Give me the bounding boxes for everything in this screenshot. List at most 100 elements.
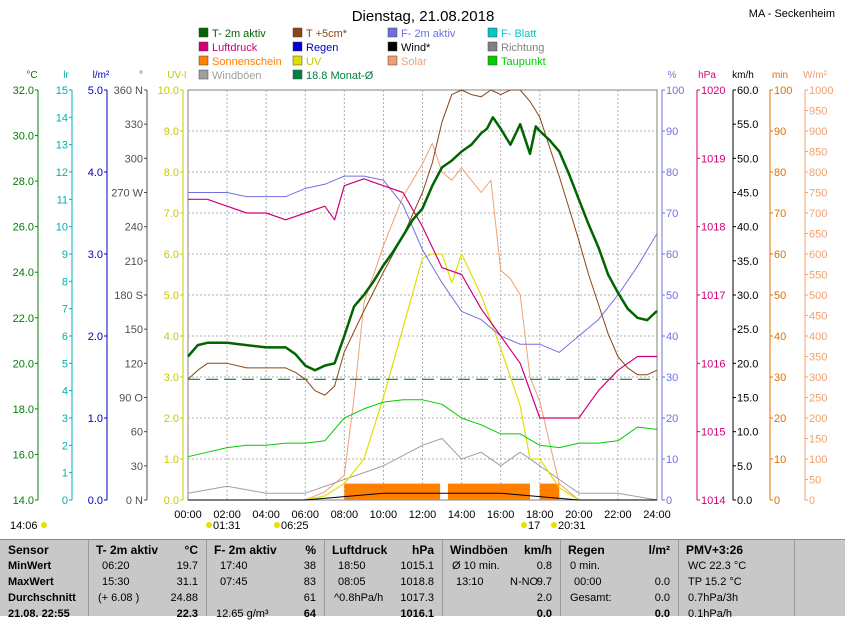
right-axis-unit: % [668,70,677,81]
x-tick-label: 06:00 [291,509,319,521]
left-axis-unit: ° [139,70,143,81]
rain-current-value: 0.0 [654,608,670,620]
x-tick-label: 24:00 [643,509,671,521]
legend: T- 2m aktiv T +5cm* F- 2m aktiv F- Blatt Luf… [198,27,546,82]
left-axis-tick-label: 5.0 [88,85,103,97]
x-tick-label: 12:00 [409,509,437,521]
right-axis-tick-label: 500 [809,290,827,302]
humid-max-time: 07:45 [220,576,248,588]
x-tick-label: 16:00 [487,509,515,521]
wind-max-value: 9.7 [536,576,552,588]
series-line-windb-en [187,438,658,501]
right-axis-tick-label: 1016 [701,358,725,370]
sun-event-icon [274,522,280,528]
stats-pmv: PMV+3:26 WC 22.3 °C TP 15.2 °C 0.7hPa/3h… [678,540,795,620]
left-axis-tick-label: 240 [125,222,143,234]
left-axis-tick-label: 90 O [119,393,143,405]
series-line-t-2m-aktiv [187,116,658,372]
right-axis-tick-label: 30.0 [737,290,758,302]
sun-event-icon [551,522,557,528]
legend-entry: 18.8 Monat-Ø [306,70,374,82]
left-axis-tick-label: 8.0 [164,167,179,179]
series-line-f-2m-aktiv [188,175,658,353]
right-axis-tick-label: 30 [774,372,786,384]
right-axis-tick-label: 20 [666,413,678,425]
right-axis-tick-label: 650 [809,229,827,241]
series-line-taupunkt [187,399,658,458]
wind-mean-value: 2.0 [536,592,552,604]
legend-swatch [198,27,209,38]
right-axis-tick-label: 90 [774,126,786,138]
legend-entry: F- 2m aktiv [401,28,456,40]
right-axis-tick-label: 55.0 [737,119,758,131]
right-axis-tick-label: 45.0 [737,188,758,200]
left-axis-tick-label: 2.0 [88,331,103,343]
left-axis-tick-label: 8 [62,276,68,288]
left-axis-tick-label: 5.0 [164,290,179,302]
right-axis-tick-label: 1020 [701,85,725,97]
right-axis-unit: min [772,70,788,81]
sensor-header: Sensor [8,543,49,557]
right-axis-tick-label: 750 [809,188,827,200]
right-axis-tick-label: 1019 [701,153,725,165]
humid-max-value: 83 [303,576,316,588]
left-axis-tick-label: 7 [62,304,68,316]
left-axis-tick-label: 270 W [111,188,143,200]
left-axis-tick-label: 120 [125,358,143,370]
right-axis-tick-label: 20 [774,413,786,425]
right-axis-tick-label: 50 [774,290,786,302]
rain-total-label: Gesamt: [570,592,612,604]
right-axis-tick-label: 90 [666,126,678,138]
sun-event-icon [206,522,212,528]
durchschnitt-label: Durchschnitt [8,592,76,604]
right-axis-tick-label: 350 [809,352,827,364]
sun-event-label: 06:25 [281,520,309,532]
legend-swatch [487,55,498,66]
left-axis-tick-label: 330 [125,119,143,131]
right-axis-tick-label: 25.0 [737,324,758,336]
left-axis-tick-label: 3 [62,413,68,425]
x-tick-label: 18:00 [526,509,554,521]
station-name: MA - Seckenheim [749,8,835,20]
press-min-time: 18:50 [338,560,366,572]
right-axis-tick-label: 10 [666,454,678,466]
left-axis-tick-label: 0 N [126,495,143,507]
left-axis-tick-label: 1.0 [164,454,179,466]
right-axis-tick-label: 40.0 [737,222,758,234]
left-axis-tick-label: 20.0 [13,358,34,370]
right-axis-unit: W/m² [803,70,828,81]
left-axis-tick-label: 14 [56,112,68,124]
left-axis-tick-label: 11 [57,194,68,206]
x-tick-label: 02:00 [213,509,241,521]
x-tick-label: 00:00 [174,509,202,521]
left-axis-tick-label: 13 [56,140,68,152]
right-axis-tick-label: 100 [666,85,684,97]
dewpoint-value: TP 15.2 °C [688,576,742,588]
legend-entry: Taupunkt [501,56,546,68]
legend-swatch [198,41,209,52]
legend-entry: Luftdruck [212,42,258,54]
legend-swatch [387,41,398,52]
right-axis-tick-label: 80 [666,167,678,179]
right-axis-tick-label: 800 [809,167,827,179]
rain-max-value: 0.0 [654,576,670,588]
temp-current-value: 22.3 [176,608,198,620]
left-axis-tick-label: 150 [125,324,143,336]
stats-rain: Regen l/m² 0 min. 00:00 0.0 Gesamt: 0.0 0.0 [560,540,679,620]
press-trend: ^0.8hPa/h [334,592,384,604]
left-axis-tick-label: 4.0 [164,331,179,343]
left-axis-tick-label: 9 [62,249,68,261]
right-axis-tick-label: 15.0 [737,393,758,405]
left-axis-tick-label: 2 [62,440,68,452]
current-time-label: 21.08. 22:55 [8,608,70,620]
left-axis-tick-label: 5 [62,358,68,370]
left-axis-tick-label: 60 [131,427,143,439]
legend-swatch [292,41,303,52]
sun-event-label: 14:06 [10,520,38,532]
right-axis-tick-label: 5.0 [737,461,752,473]
windchill-value: WC 22.3 °C [688,560,747,572]
right-axis-tick-label: 400 [809,331,827,343]
sunshine-bar [539,483,560,500]
legend-swatch [387,55,398,66]
right-axis-tick-label: 250 [809,393,827,405]
